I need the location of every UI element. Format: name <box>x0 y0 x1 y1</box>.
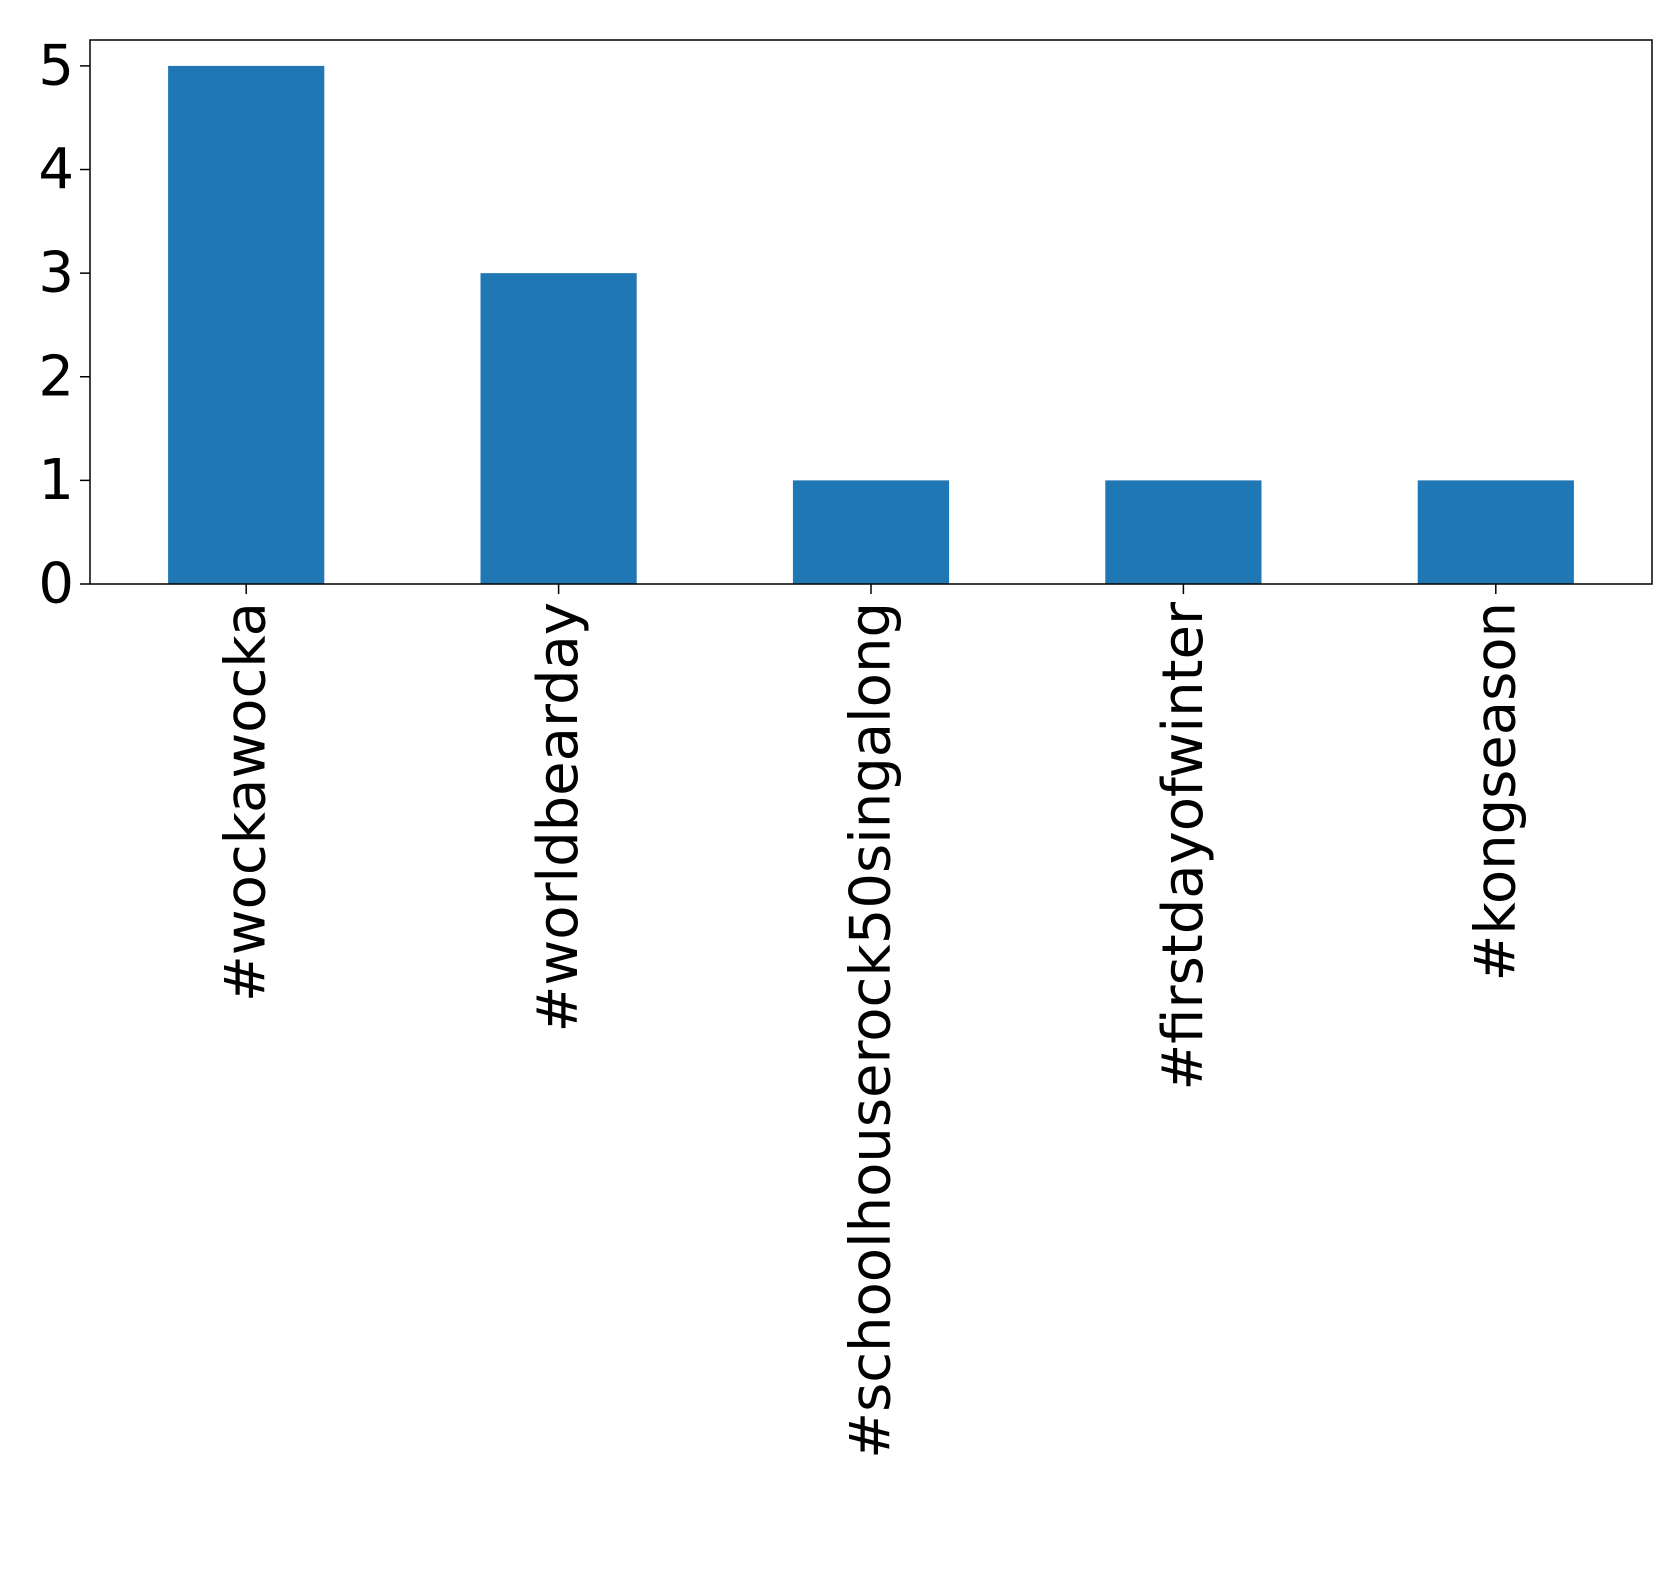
y-tick-label-3: 3 <box>38 241 74 306</box>
x-tick-label-1: #worldbearday <box>526 602 591 1032</box>
y-axis-ticks: 0 1 2 3 4 5 <box>38 33 90 617</box>
x-tick-label-2: #schoolhouserock50singalong <box>839 602 904 1459</box>
y-tick-label-2: 2 <box>38 344 74 409</box>
y-tick-label-0: 0 <box>38 552 74 617</box>
y-tick-label-4: 4 <box>38 137 74 202</box>
x-tick-label-0: #wockawocka <box>214 602 279 1002</box>
bar-0 <box>168 65 325 584</box>
x-axis-ticks: #wockawocka #worldbearday #schoolhouserock… <box>214 584 1528 1459</box>
bar-4 <box>1417 480 1574 584</box>
bars-group <box>168 65 1574 584</box>
y-tick-label-1: 1 <box>38 448 74 513</box>
y-tick-label-5: 5 <box>38 33 74 98</box>
plot-frame <box>89 39 1653 585</box>
bar-2 <box>792 480 950 584</box>
x-tick-label-3: #firstdayofwinter <box>1151 601 1216 1091</box>
bar-3 <box>1105 480 1262 584</box>
bar-1 <box>480 273 637 584</box>
x-tick-label-4: #kongseason <box>1463 602 1528 982</box>
